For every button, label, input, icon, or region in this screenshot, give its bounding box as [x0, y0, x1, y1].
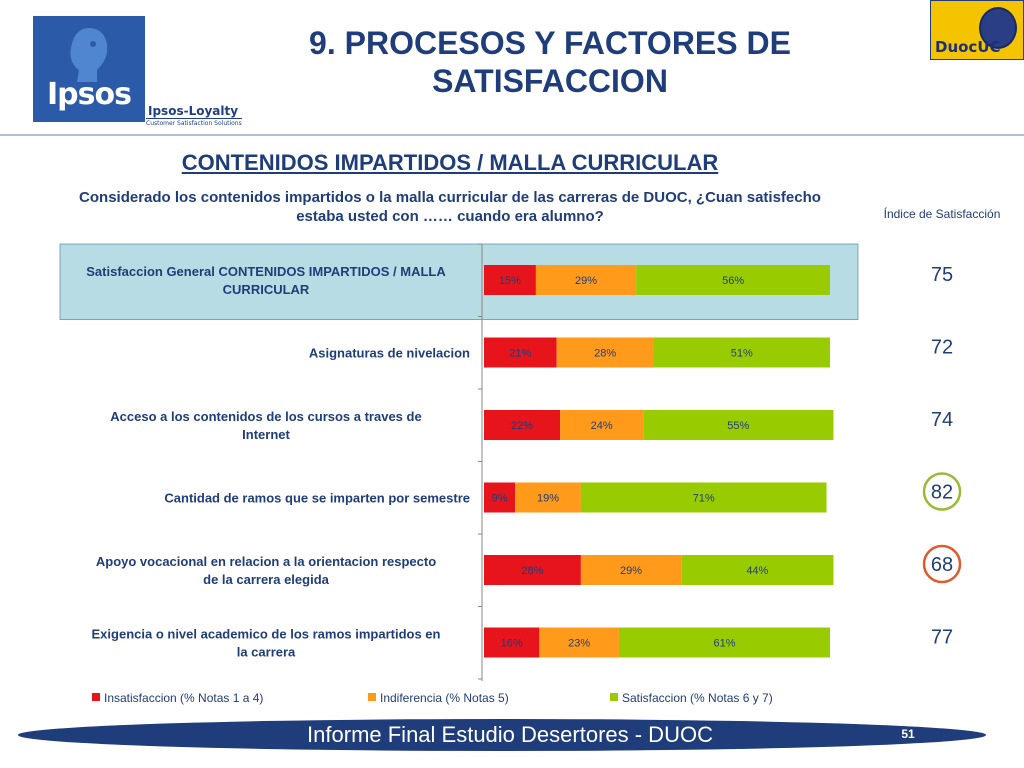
satisfaction-index-value: 75 [931, 264, 953, 286]
data-label: 15% [499, 275, 521, 287]
category-label: Acceso a los contenidos de los cursos a … [110, 409, 421, 442]
legend-swatch [610, 693, 618, 701]
legend-swatch [92, 693, 100, 701]
index-highlight-ring [922, 544, 962, 584]
partner-logo-text: DuocUC [935, 38, 1001, 56]
data-label: 51% [731, 348, 753, 360]
legend-entry: Indiferencia (% Notas 5) [380, 691, 509, 705]
bar-segment [636, 265, 830, 295]
data-label: 28% [521, 565, 543, 577]
bar-segment [580, 555, 682, 585]
category-label: Cantidad de ramos que se imparten por se… [164, 491, 470, 506]
bar-segment [535, 265, 637, 295]
satisfaction-index-value: 72 [931, 337, 953, 359]
logo-wordmark: Ipsos [47, 77, 132, 112]
index-column-title: Índice de Satisfacción [883, 207, 1001, 221]
face-silhouette-icon [70, 28, 108, 82]
satisfaction-index-value: 77 [931, 627, 953, 649]
footer-bar [18, 719, 986, 751]
data-label: 61% [713, 638, 735, 650]
bar-segment [484, 410, 561, 440]
bar-segment [515, 482, 581, 513]
data-label: 9% [492, 493, 508, 505]
satisfaction-index-value: 82 [931, 482, 953, 504]
data-label: 16% [501, 638, 523, 650]
seal-icon [979, 7, 1017, 49]
bar-segment [539, 627, 619, 658]
category-label: Asignaturas de nivelacion [309, 346, 470, 361]
bar-segment [484, 337, 557, 368]
data-label: 23% [568, 638, 590, 650]
data-label: 29% [575, 275, 597, 287]
data-label: 24% [591, 420, 613, 432]
section-title: CONTENIDOS IMPARTIDOS / MALLA CURRICULAR [181, 150, 719, 175]
footer-title: Informe Final Estudio Desertores - DUOC [307, 722, 713, 747]
bar-segment [484, 265, 536, 295]
legend-swatch [368, 693, 376, 701]
data-label: 22% [511, 420, 533, 432]
bar-segment [580, 482, 827, 513]
bar-segment [618, 627, 830, 658]
bar-segment [643, 410, 834, 440]
bar-segment [484, 482, 516, 513]
category-label: Satisfaccion General CONTENIDOS IMPARTID… [86, 264, 446, 297]
category-label: Exigencia o nivel academico de los ramos… [92, 627, 441, 660]
bar-segment [484, 627, 540, 658]
logo-subtitle-block: Ipsos-Loyalty Customer Satisfaction Solu… [146, 104, 242, 127]
duoc-logo: DuocUC [930, 0, 1024, 60]
data-label: 55% [727, 420, 749, 432]
header-divider [0, 134, 1024, 136]
page-number: 51 [901, 727, 915, 741]
bar-segment [556, 337, 654, 368]
logo-tagline: Customer Satisfaction Solutions [146, 118, 242, 127]
data-label: 28% [594, 348, 616, 360]
logo-subtitle: Ipsos-Loyalty [148, 104, 239, 118]
bar-segment [560, 410, 644, 440]
category-label: Apoyo vocacional en relacion a la orient… [96, 554, 436, 587]
legend-entry: Insatisfaccion (% Notas 1 a 4) [104, 691, 263, 705]
data-label: 44% [746, 565, 768, 577]
bar-segment [681, 555, 834, 585]
index-highlight-ring [922, 472, 962, 511]
page-title: 9. PROCESOS Y FACTORES DE SATISFACCION [309, 25, 791, 99]
survey-question: Considerado los contenidos impartidos o … [79, 189, 821, 225]
ipsos-logo: Ipsos [33, 16, 145, 122]
bar-segment [653, 337, 830, 368]
data-label: 21% [509, 348, 531, 360]
data-label: 29% [620, 565, 642, 577]
bar-segment [484, 555, 581, 585]
satisfaction-index-value: 74 [931, 409, 953, 431]
satisfaction-index-value: 68 [931, 554, 953, 576]
data-label: 56% [722, 275, 744, 287]
data-label: 71% [693, 493, 715, 505]
legend-entry: Satisfaccion (% Notas 6 y 7) [622, 691, 773, 705]
data-label: 19% [537, 493, 559, 505]
